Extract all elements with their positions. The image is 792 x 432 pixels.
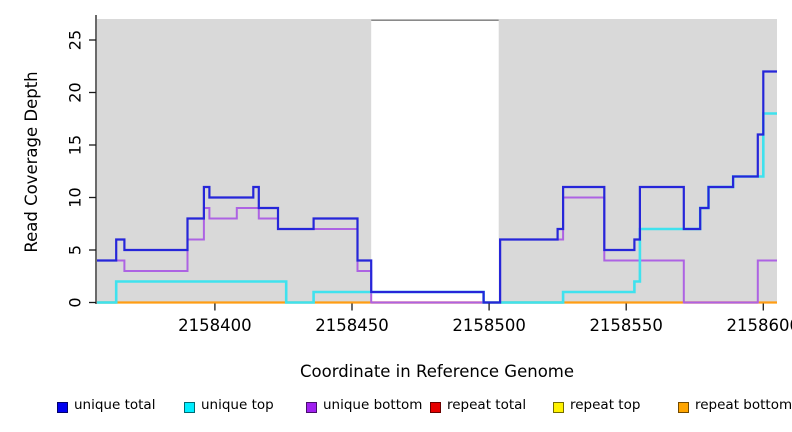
x-axis-title: Coordinate in Reference Genome <box>299 362 575 381</box>
y-tick-label: 10 <box>66 187 85 207</box>
y-tick-label: 5 <box>66 245 85 255</box>
x-tick-label: 2158600 <box>727 316 792 335</box>
y-axis-title: Read Coverage Depth <box>22 71 41 253</box>
x-tick-label: 2158450 <box>315 316 389 335</box>
y-tick-label: 0 <box>66 297 85 307</box>
y-tick-label: 25 <box>66 30 85 50</box>
unshaded-gap-band <box>371 19 499 304</box>
x-tick-label: 2158550 <box>589 316 663 335</box>
series-unique-total <box>97 70 777 304</box>
x-tick-label: 2158400 <box>178 316 252 335</box>
series-unique-bottom <box>97 196 777 304</box>
x-tick-label: 2158500 <box>452 316 526 335</box>
y-tick-label: 20 <box>66 82 85 102</box>
y-tick-label: 15 <box>66 135 85 155</box>
